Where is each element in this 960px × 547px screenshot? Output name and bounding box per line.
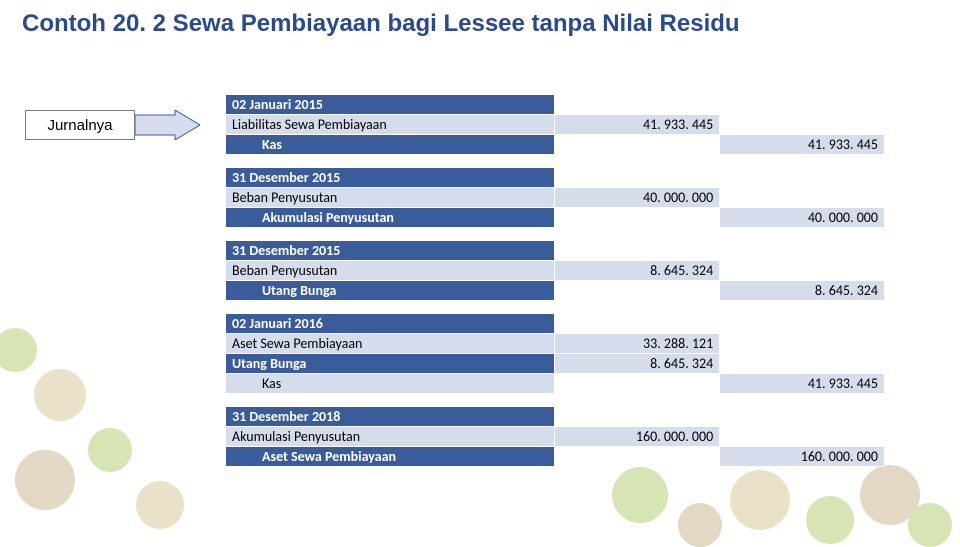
journal-account-cell: Aset Sewa Pembiayaan — [226, 447, 555, 467]
journal-credit-cell — [720, 334, 885, 354]
page-title: Contoh 20. 2 Sewa Pembiayaan bagi Lessee… — [22, 10, 740, 38]
journal-credit-cell — [720, 261, 885, 281]
journal-debit-cell: 41. 933. 445 — [555, 115, 720, 135]
journal-account-cell: Kas — [226, 374, 555, 394]
journal-debit-cell — [555, 208, 720, 228]
journal-debit-cell — [555, 407, 720, 427]
journal-account-cell: Kas — [226, 135, 555, 155]
journal-account-cell: 31 Desember 2015 — [226, 241, 555, 261]
journal-account-cell: Utang Bunga — [226, 354, 555, 374]
journal-credit-cell — [720, 407, 885, 427]
journal-debit-cell: 40. 000. 000 — [555, 188, 720, 208]
journal-account-cell: 02 Januari 2015 — [226, 95, 555, 115]
journal-credit-cell — [720, 314, 885, 334]
journal-credit-cell: 8. 645. 324 — [720, 281, 885, 301]
journal-account-cell: Beban Penyusutan — [226, 188, 555, 208]
bg-dot — [806, 496, 854, 544]
bg-dot — [15, 450, 75, 510]
table-row: Kas 41. 933. 445 — [226, 135, 885, 155]
journal-debit-cell — [555, 135, 720, 155]
journal-debit-cell: 33. 288. 121 — [555, 334, 720, 354]
journal-table: 02 Januari 2016Aset Sewa Pembiayaan33. 2… — [225, 313, 885, 394]
journal-credit-cell: 160. 000. 000 — [720, 447, 885, 467]
journal-table: 31 Desember 2015Beban Penyusutan40. 000.… — [225, 167, 885, 228]
journal-debit-cell — [555, 447, 720, 467]
journal-credit-cell — [720, 168, 885, 188]
bg-dot — [34, 369, 86, 421]
journal-debit-cell: 160. 000. 000 — [555, 427, 720, 447]
table-row: 31 Desember 2015 — [226, 168, 885, 188]
table-row: 02 Januari 2015 — [226, 95, 885, 115]
bg-dot — [0, 328, 37, 372]
journal-table: 31 Desember 2018Akumulasi Penyusutan160.… — [225, 406, 885, 467]
journal-account-cell: 31 Desember 2015 — [226, 168, 555, 188]
journal-debit-cell: 8. 645. 324 — [555, 261, 720, 281]
bg-dot — [88, 428, 132, 472]
journal-label-text: Jurnalnya — [47, 117, 112, 134]
journal-account-cell: Aset Sewa Pembiayaan — [226, 334, 555, 354]
journal-debit-cell — [555, 241, 720, 261]
journal-account-cell: 02 Januari 2016 — [226, 314, 555, 334]
journal-debit-cell — [555, 281, 720, 301]
journal-credit-cell — [720, 427, 885, 447]
table-row: Beban Penyusutan40. 000. 000 — [226, 188, 885, 208]
table-row: Beban Penyusutan8. 645. 324 — [226, 261, 885, 281]
table-row: 31 Desember 2015 — [226, 241, 885, 261]
arrow-icon — [135, 110, 200, 140]
journal-debit-cell — [555, 374, 720, 394]
journal-debit-cell — [555, 168, 720, 188]
journal-credit-cell — [720, 354, 885, 374]
bg-dot — [678, 503, 722, 547]
journal-credit-cell: 40. 000. 000 — [720, 208, 885, 228]
table-row: Kas 41. 933. 445 — [226, 374, 885, 394]
journal-table: 02 Januari 2015Liabilitas Sewa Pembiayaa… — [225, 94, 885, 155]
journal-tables: 02 Januari 2015Liabilitas Sewa Pembiayaa… — [225, 94, 885, 479]
journal-credit-cell — [720, 188, 885, 208]
table-row: Utang Bunga 8. 645. 324 — [226, 281, 885, 301]
journal-credit-cell: 41. 933. 445 — [720, 135, 885, 155]
table-row: Liabilitas Sewa Pembiayaan41. 933. 445 — [226, 115, 885, 135]
table-row: Akumulasi Penyusutan 40. 000. 000 — [226, 208, 885, 228]
table-row: 02 Januari 2016 — [226, 314, 885, 334]
journal-account-cell: Beban Penyusutan — [226, 261, 555, 281]
journal-account-cell: Utang Bunga — [226, 281, 555, 301]
table-row: Aset Sewa Pembiayaan 160. 000. 000 — [226, 447, 885, 467]
bg-dot — [730, 470, 790, 530]
journal-debit-cell — [555, 314, 720, 334]
table-row: Akumulasi Penyusutan160. 000. 000 — [226, 427, 885, 447]
journal-debit-cell — [555, 95, 720, 115]
table-row: 31 Desember 2018 — [226, 407, 885, 427]
journal-credit-cell — [720, 241, 885, 261]
journal-account-cell: Akumulasi Penyusutan — [226, 427, 555, 447]
journal-credit-cell: 41. 933. 445 — [720, 374, 885, 394]
bg-dot — [908, 503, 952, 547]
table-row: Aset Sewa Pembiayaan33. 288. 121 — [226, 334, 885, 354]
bg-dot — [136, 481, 184, 529]
journal-table: 31 Desember 2015Beban Penyusutan8. 645. … — [225, 240, 885, 301]
journal-account-cell: Akumulasi Penyusutan — [226, 208, 555, 228]
journal-debit-cell: 8. 645. 324 — [555, 354, 720, 374]
journal-credit-cell — [720, 95, 885, 115]
journal-account-cell: Liabilitas Sewa Pembiayaan — [226, 115, 555, 135]
journal-credit-cell — [720, 115, 885, 135]
journal-label-box: Jurnalnya — [25, 110, 135, 140]
table-row: Utang Bunga8. 645. 324 — [226, 354, 885, 374]
journal-account-cell: 31 Desember 2018 — [226, 407, 555, 427]
